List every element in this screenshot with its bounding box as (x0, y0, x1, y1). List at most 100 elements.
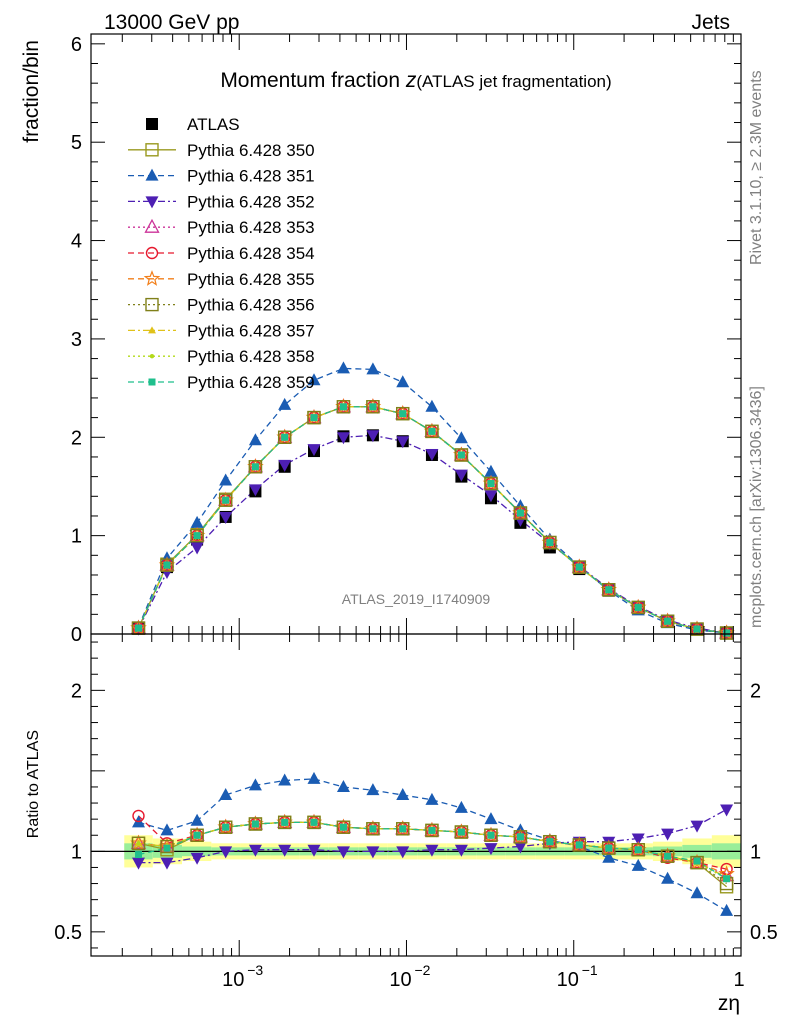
legend-marker (145, 143, 159, 157)
legend-label: Pythia 6.428 351 (187, 167, 315, 186)
data-point (219, 473, 233, 486)
legend-marker (148, 378, 156, 386)
data-point (278, 459, 292, 472)
data-point (484, 476, 498, 491)
legend: ATLAS Pythia 6.428 350 Pythia 6.428 351 Pyt… (128, 115, 315, 392)
ratio-data-point (190, 813, 204, 826)
energy-label: 13000 GeV pp (104, 11, 239, 34)
ratio-data-point (487, 831, 495, 839)
ratio-data-point (602, 841, 616, 855)
x-axis-label: zη (718, 992, 740, 1015)
ratio-data-point (248, 844, 262, 857)
ratio-data-point (425, 823, 439, 838)
data-point (428, 427, 436, 435)
x-tick-exponent: −1 (582, 962, 598, 978)
ratio-data-point (425, 844, 439, 857)
data-point (572, 560, 587, 574)
data-point (484, 464, 498, 477)
data-point (487, 480, 495, 488)
data-point (516, 509, 524, 517)
ratio-y-tick-label: 1 (71, 841, 82, 863)
data-point (160, 558, 174, 572)
data-point (248, 484, 262, 497)
data-point (425, 424, 439, 439)
data-point (336, 361, 350, 374)
data-point (248, 433, 262, 446)
ratio-data-point (132, 857, 146, 870)
data-point (366, 362, 380, 375)
data-point (396, 436, 410, 449)
data-point (336, 432, 350, 445)
data-point (190, 515, 204, 528)
ratio-data-point (516, 833, 524, 841)
ratio-data-point (399, 825, 407, 833)
rivet-label: Rivet 3.1.10, ≥ 2.3M events (748, 70, 765, 265)
ratio-data-point (366, 783, 380, 796)
data-point (366, 400, 380, 414)
ratio-data-point (336, 779, 350, 792)
data-point (218, 493, 233, 507)
data-point (425, 399, 439, 412)
ratio-data-point (277, 815, 292, 830)
ratio-data-point (513, 841, 527, 854)
ratio-data-point (281, 818, 289, 826)
ratio-data-point (631, 833, 645, 846)
data-point (366, 430, 380, 443)
y-tick-label: 6 (71, 34, 82, 56)
ratio-data-point (251, 820, 259, 828)
ratio-data-point (130, 834, 147, 849)
ratio-data-point (219, 788, 233, 800)
chart-title: Momentum fraction z(ATLAS jet fragmentat… (220, 69, 611, 92)
data-point (396, 406, 410, 421)
ratio-data-point (278, 773, 292, 786)
ratio-data-point (366, 822, 380, 836)
data-point (634, 603, 642, 611)
ratio-data-point (307, 771, 321, 784)
ratio-data-point (484, 828, 498, 842)
legend-label: ATLAS (187, 115, 240, 134)
analysis-label: ATLAS_2019_I1740909 (342, 591, 491, 607)
legend-label: Pythia 6.428 357 (187, 321, 315, 340)
ratio-data-point (160, 857, 174, 870)
data-point (396, 375, 410, 388)
ratio-data-point (396, 846, 410, 859)
x-tick-exponent: −3 (247, 962, 263, 978)
ratio-data-point (575, 841, 583, 849)
x-tick-label: 10 (389, 969, 411, 991)
legend-label: Pythia 6.428 355 (187, 270, 315, 289)
data-point (248, 460, 263, 474)
ratio-series-line (138, 778, 727, 912)
data-point (163, 561, 171, 569)
y-tick-label: 1 (71, 526, 82, 548)
legend-marker (148, 326, 156, 334)
mcplots-label: mcplots.cern.ch [arXiv:1306.3436] (748, 386, 765, 628)
ratio-data-point (396, 788, 410, 800)
legend-marker (149, 354, 155, 359)
main-plot-area (130, 361, 735, 641)
legend-label: Pythia 6.428 359 (187, 373, 315, 392)
ratio-data-point (136, 841, 141, 846)
ratio-data-point (454, 800, 468, 813)
x-tick-label: 1 (733, 969, 744, 991)
legend-label: Pythia 6.428 354 (187, 244, 315, 263)
data-point (693, 625, 701, 633)
ratio-data-point (631, 858, 645, 871)
data-point (454, 469, 468, 482)
ratio-plot-frame (90, 633, 742, 957)
ratio-data-point (135, 851, 143, 859)
ratio-data-point (454, 844, 468, 857)
y-tick-label: 5 (71, 132, 82, 154)
legend-label: Pythia 6.428 353 (187, 218, 315, 237)
ratio-data-point (634, 846, 642, 854)
ratio-data-point (693, 857, 701, 865)
ratio-data-point (190, 852, 204, 865)
x-tick-exponent: −2 (414, 962, 430, 978)
data-point (219, 511, 233, 524)
data-point (660, 614, 675, 628)
legend-marker (145, 297, 159, 312)
y-tick-label: 0 (71, 624, 82, 646)
data-point (339, 403, 347, 411)
data-point (369, 403, 377, 411)
